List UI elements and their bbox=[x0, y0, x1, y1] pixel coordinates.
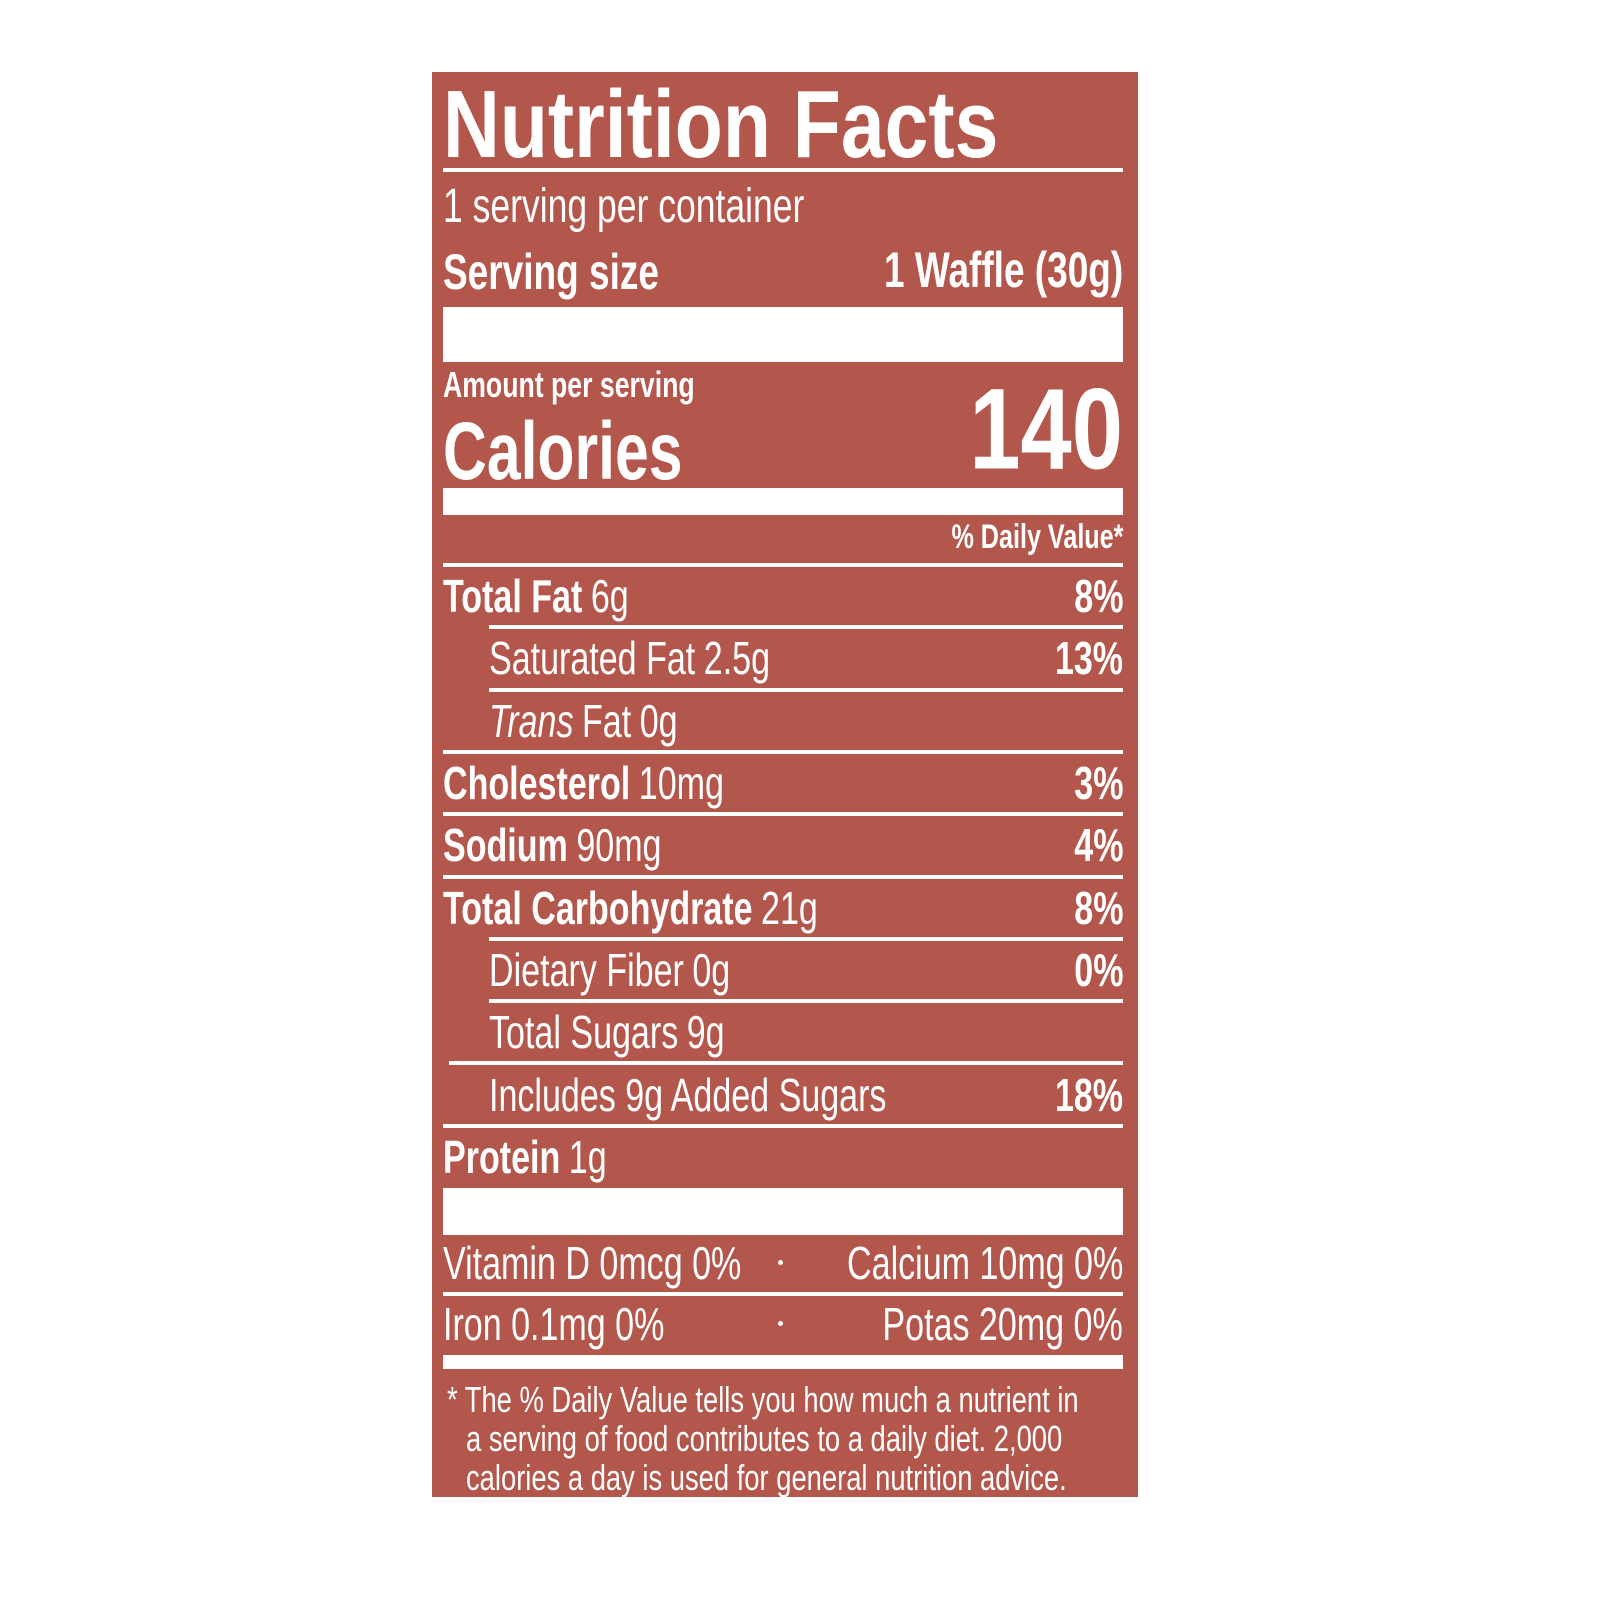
nutrient-dv: 8% bbox=[1073, 881, 1123, 934]
rule bbox=[443, 874, 1123, 879]
nutrient-name: Total Sugars bbox=[489, 1006, 679, 1059]
nutrient-row: Trans Fat 0g bbox=[489, 698, 678, 744]
nutrient-row: Protein 1g bbox=[443, 1134, 607, 1180]
nutrient-amount: 90mg bbox=[576, 819, 662, 872]
nutrient-name: Cholesterol bbox=[443, 757, 631, 810]
nutrient-amount: 10mg bbox=[638, 757, 724, 810]
rule bbox=[443, 1292, 1123, 1296]
nutrient-row: Cholesterol 10mg bbox=[443, 760, 724, 806]
nutrient-name: Fat bbox=[581, 694, 632, 747]
rule bbox=[443, 749, 1123, 754]
rule bbox=[443, 1123, 1123, 1128]
separator bbox=[778, 1260, 783, 1265]
nutrient-name: Total Carbohydrate bbox=[443, 881, 753, 934]
amount-per-serving: Amount per serving bbox=[443, 364, 695, 405]
nutrient-amount: 9g bbox=[686, 1006, 725, 1059]
rule bbox=[443, 1188, 1123, 1235]
rule bbox=[489, 936, 1123, 941]
nutrient-dv: 0% bbox=[1073, 943, 1123, 996]
rule bbox=[449, 1061, 1123, 1066]
serving-size-label: Serving size bbox=[443, 244, 659, 300]
nutrient-amount: 0g bbox=[639, 694, 678, 747]
footnote-line: a serving of food contributes to a daily… bbox=[466, 1418, 1063, 1459]
nutrient-dv: 8% bbox=[1073, 570, 1123, 623]
separator bbox=[778, 1321, 783, 1326]
footnote-line: * The % Daily Value tells you how much a… bbox=[447, 1379, 1079, 1420]
nutrient-dv: 3% bbox=[1073, 757, 1123, 810]
rule bbox=[443, 307, 1123, 362]
nutrient-row: Total Sugars 9g bbox=[489, 1009, 725, 1055]
vitamin-right: Calcium 10mg 0% bbox=[846, 1237, 1123, 1289]
rule bbox=[443, 488, 1123, 515]
nutrient-amount: 0g bbox=[692, 943, 731, 996]
nutrient-name: Protein bbox=[443, 1130, 561, 1183]
nutrient-amount: 21g bbox=[761, 881, 818, 934]
nutrient-dv: 18% bbox=[1054, 1068, 1123, 1121]
nutrient-name: Total Fat bbox=[443, 570, 583, 623]
nutrient-row: Sodium 90mg bbox=[443, 822, 661, 868]
nutrient-row: Total Fat 6g bbox=[443, 573, 629, 619]
nutrient-amount: 2.5g bbox=[703, 632, 771, 685]
rule bbox=[489, 687, 1123, 692]
nutrient-prefix: Trans bbox=[489, 694, 574, 747]
serving-size-value: 1 Waffle (30g) bbox=[883, 242, 1123, 298]
nutrient-name: Includes 9g Added Sugars bbox=[489, 1068, 887, 1121]
calories-value: 140 bbox=[969, 365, 1124, 494]
nutrient-row: Saturated Fat 2.5g bbox=[489, 635, 770, 681]
nutrient-amount: 1g bbox=[568, 1130, 607, 1183]
nutrient-row: Includes 9g Added Sugars bbox=[489, 1072, 886, 1118]
vitamin-left: Vitamin D 0mcg 0% bbox=[443, 1237, 742, 1289]
nutrient-amount: 6g bbox=[590, 570, 629, 623]
nutrient-row: Dietary Fiber 0g bbox=[489, 947, 730, 993]
nutrient-name: Saturated Fat bbox=[489, 632, 696, 685]
nutrient-row: Total Carbohydrate 21g bbox=[443, 885, 818, 931]
nutrient-dv: 4% bbox=[1073, 819, 1123, 872]
daily-value-header: % Daily Value* bbox=[950, 518, 1123, 556]
rule bbox=[443, 168, 1123, 172]
vitamin-right: Potas 20mg 0% bbox=[882, 1298, 1123, 1350]
rule bbox=[443, 563, 1123, 567]
footnote-line: calories a day is used for general nutri… bbox=[466, 1457, 1067, 1498]
rule bbox=[443, 1355, 1123, 1369]
title: Nutrition Facts bbox=[443, 71, 999, 178]
vitamin-left: Iron 0.1mg 0% bbox=[443, 1298, 665, 1350]
servings: 1 serving per container bbox=[443, 180, 805, 233]
calories-label: Calories bbox=[443, 406, 683, 497]
nutrient-dv: 13% bbox=[1054, 632, 1123, 685]
nutrient-name: Dietary Fiber bbox=[489, 943, 684, 996]
rule bbox=[489, 999, 1123, 1004]
nutrient-name: Sodium bbox=[443, 819, 568, 872]
rule bbox=[489, 625, 1123, 630]
rule bbox=[443, 812, 1123, 817]
